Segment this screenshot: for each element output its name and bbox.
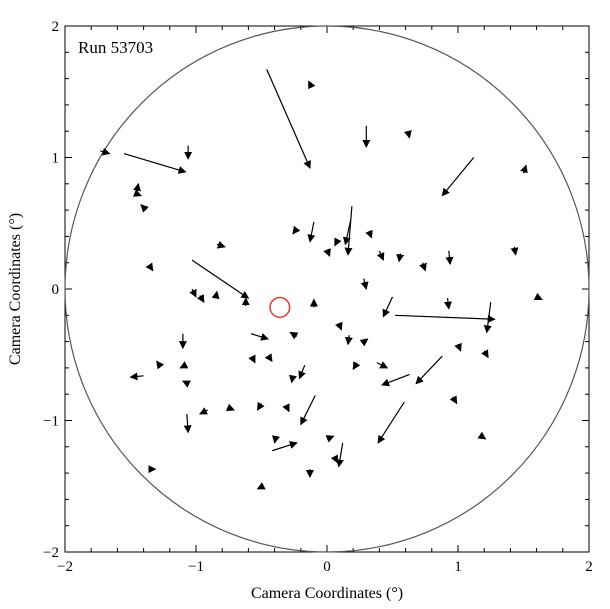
shift-arrow (419, 262, 427, 272)
shift-arrow (211, 290, 220, 300)
x-tick-label: −1 (188, 559, 204, 575)
shift-arrow (289, 331, 299, 340)
shift-arrow (182, 380, 191, 388)
shift-arrow (256, 482, 266, 490)
shift-arrow (342, 220, 352, 246)
shift-arrow (395, 314, 496, 323)
shift-arrow (344, 206, 353, 256)
source-position-marker (269, 296, 291, 319)
tick-labels: −2 −1 0 1 2 −2 −1 0 1 2 (43, 19, 593, 575)
shift-arrow (382, 296, 394, 318)
shift-arrow (360, 278, 369, 290)
shift-arrow (344, 334, 353, 346)
y-tick-label: 1 (52, 151, 60, 167)
shift-arrow (282, 403, 290, 413)
arrow-series (100, 69, 543, 490)
shift-arrow (483, 302, 492, 334)
shift-arrow (129, 372, 144, 381)
shift-arrow (381, 373, 410, 387)
shift-arrow (248, 354, 256, 364)
y-axis-label: Camera Coordinates (°) (7, 213, 24, 365)
shift-arrow (123, 152, 187, 174)
shift-arrow (377, 401, 405, 444)
shift-arrow (441, 157, 475, 197)
shift-arrow (415, 355, 443, 385)
shift-arrow (250, 333, 270, 341)
shift-arrow (376, 250, 385, 261)
x-axis-label: Camera Coordinates (°) (251, 585, 403, 602)
shift-arrow (199, 407, 209, 415)
shift-arrow (179, 361, 189, 369)
camera-boundary-circle (64, 25, 590, 553)
x-tick-label: 2 (585, 559, 593, 575)
shift-arrow (365, 229, 373, 239)
shift-arrow (272, 435, 280, 444)
shift-arrow (196, 294, 205, 304)
shift-arrow (477, 431, 487, 440)
shift-arrow (264, 353, 273, 363)
shift-arrow (140, 204, 149, 213)
shift-arrow (330, 454, 339, 464)
axis-ticks (64, 25, 590, 553)
shift-arrow (403, 130, 412, 139)
shift-arrow (443, 298, 452, 310)
shift-arrow (189, 288, 197, 298)
shift-arrow (449, 395, 458, 405)
x-tick-label: −2 (57, 559, 73, 575)
shift-arrow (359, 338, 369, 347)
shift-arrow (335, 321, 343, 331)
shift-arrow (481, 349, 489, 359)
shift-arrow (226, 403, 235, 412)
shift-arrow (352, 361, 361, 371)
shift-arrow (335, 442, 344, 468)
shift-arrow (323, 248, 331, 258)
shift-arrow (292, 225, 301, 235)
run-label: Run 53703 (78, 38, 153, 57)
shift-arrow (156, 360, 165, 370)
shift-arrow (376, 361, 389, 369)
y-tick-label: 2 (52, 19, 60, 35)
shift-arrow (445, 250, 454, 266)
shift-arrow (271, 441, 298, 452)
shift-arrow (308, 80, 316, 90)
shift-arrow (298, 365, 306, 380)
shift-arrow (145, 262, 154, 272)
shift-arrow (289, 374, 297, 384)
shift-arrow (183, 413, 192, 434)
shift-arrow (533, 292, 543, 301)
x-tick-label: 1 (454, 559, 462, 575)
y-tick-label: 0 (52, 282, 60, 298)
shift-arrow (510, 246, 519, 256)
shift-arrow (300, 395, 316, 426)
shift-arrow (133, 182, 141, 192)
shift-arrow (216, 240, 226, 249)
shift-arrow (100, 147, 111, 156)
y-tick-label: −2 (43, 545, 59, 561)
shift-arrow (325, 435, 335, 443)
shift-arrow (334, 237, 342, 247)
plot-frame (64, 25, 590, 553)
shift-arrow (307, 221, 316, 243)
y-tick-label: −1 (43, 414, 59, 430)
shift-arrow (396, 253, 405, 263)
shift-arrow (257, 401, 265, 411)
shift-arrow (266, 69, 311, 169)
shift-arrow (520, 164, 528, 174)
x-tick-label: 0 (323, 559, 331, 575)
shift-arrow (191, 259, 250, 299)
shift-arrow (132, 189, 142, 197)
shift-arrow (454, 342, 462, 352)
